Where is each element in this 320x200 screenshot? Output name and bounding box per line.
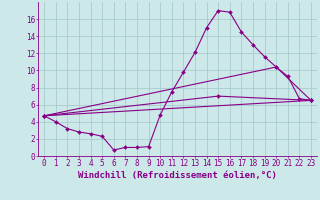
X-axis label: Windchill (Refroidissement éolien,°C): Windchill (Refroidissement éolien,°C): [78, 171, 277, 180]
